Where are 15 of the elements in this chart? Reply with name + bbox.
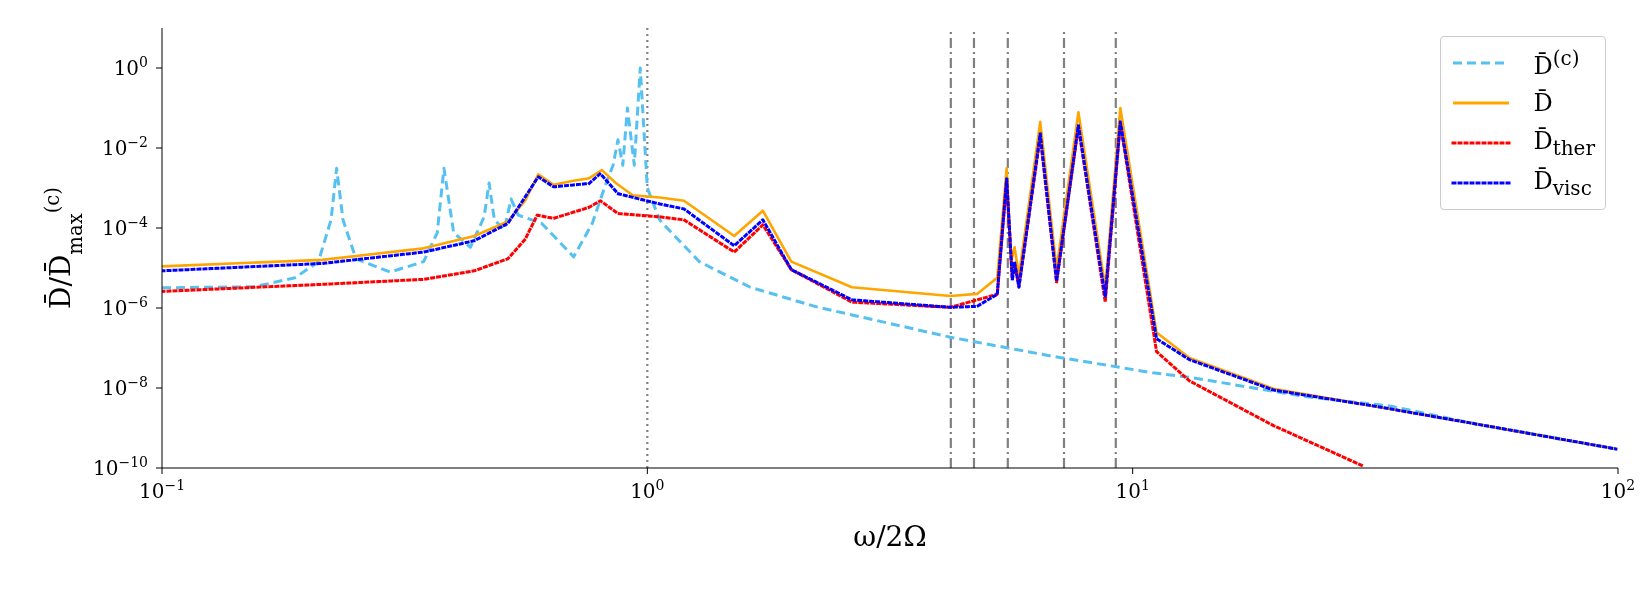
y-tick-label: 10$^{−10}$ <box>93 454 148 480</box>
y-tick-label: 10$^{0}$ <box>113 54 148 80</box>
x-tick-label: 10$^{0}$ <box>630 477 665 503</box>
y-tick-label: 10$^{−2}$ <box>101 134 148 160</box>
y-tick-label: 10$^{−8}$ <box>101 374 148 400</box>
legend-label: D̄$^{(c)}$ <box>1533 46 1580 80</box>
x-tick-label: 10$^{2}$ <box>1600 477 1636 503</box>
y-tick-label: 10$^{−6}$ <box>101 294 149 320</box>
x-tick-label: 10$^{1}$ <box>1115 477 1150 503</box>
y-tick-label: 10$^{−4}$ <box>101 214 149 240</box>
x-axis-title: ω/2Ω <box>853 520 927 553</box>
legend-label: D̄ <box>1533 89 1553 117</box>
legend-label: D̄$_{visc}$ <box>1533 166 1592 200</box>
x-tick-label: 10$^{−1}$ <box>138 477 186 503</box>
legend-label: D̄$_{ther}$ <box>1533 126 1595 160</box>
